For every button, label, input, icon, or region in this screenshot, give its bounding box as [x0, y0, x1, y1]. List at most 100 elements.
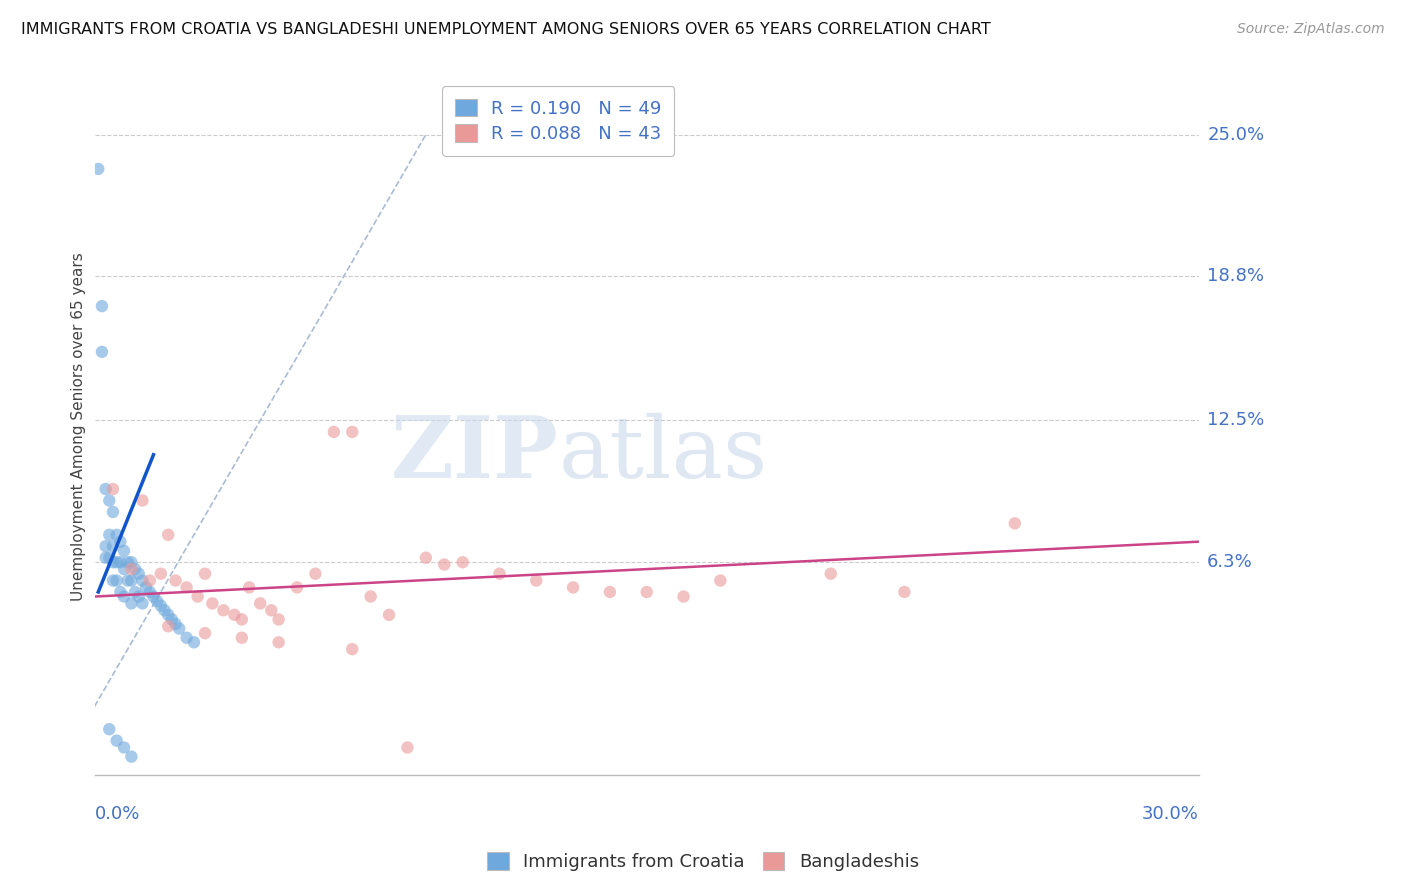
- Point: [128, 590, 150, 604]
- Point: [231, 612, 253, 626]
- Point: [153, 603, 176, 617]
- Point: [98, 493, 121, 508]
- Point: [599, 585, 621, 599]
- Point: [157, 528, 180, 542]
- Text: IMMIGRANTS FROM CROATIA VS BANGLADESHI UNEMPLOYMENT AMONG SENIORS OVER 65 YEARS : IMMIGRANTS FROM CROATIA VS BANGLADESHI U…: [21, 22, 991, 37]
- Point: [267, 635, 290, 649]
- Point: [124, 562, 146, 576]
- Point: [304, 566, 326, 581]
- Text: 25.0%: 25.0%: [1208, 126, 1264, 144]
- Text: ZIP: ZIP: [391, 412, 558, 496]
- Point: [131, 596, 153, 610]
- Point: [322, 425, 344, 439]
- Text: 30.0%: 30.0%: [1142, 805, 1199, 823]
- Point: [101, 482, 124, 496]
- Text: 6.3%: 6.3%: [1208, 553, 1253, 571]
- Point: [98, 550, 121, 565]
- Point: [135, 581, 157, 595]
- Point: [636, 585, 658, 599]
- Point: [187, 590, 209, 604]
- Point: [94, 550, 117, 565]
- Point: [101, 539, 124, 553]
- Text: atlas: atlas: [558, 412, 768, 496]
- Text: 12.5%: 12.5%: [1208, 411, 1264, 429]
- Point: [87, 161, 110, 176]
- Point: [562, 581, 585, 595]
- Point: [167, 622, 190, 636]
- Point: [98, 722, 121, 736]
- Text: 0.0%: 0.0%: [94, 805, 141, 823]
- Point: [120, 596, 142, 610]
- Point: [131, 493, 153, 508]
- Y-axis label: Unemployment Among Seniors over 65 years: Unemployment Among Seniors over 65 years: [72, 252, 86, 600]
- Point: [117, 574, 139, 588]
- Point: [146, 594, 169, 608]
- Point: [139, 574, 162, 588]
- Point: [238, 581, 260, 595]
- Point: [176, 581, 198, 595]
- Point: [396, 740, 419, 755]
- Point: [165, 574, 187, 588]
- Point: [249, 596, 271, 610]
- Point: [709, 574, 731, 588]
- Point: [120, 574, 142, 588]
- Point: [98, 528, 121, 542]
- Point: [157, 619, 180, 633]
- Point: [194, 626, 217, 640]
- Point: [201, 596, 224, 610]
- Point: [1004, 516, 1026, 531]
- Point: [260, 603, 283, 617]
- Point: [128, 566, 150, 581]
- Point: [342, 425, 364, 439]
- Point: [415, 550, 437, 565]
- Point: [120, 555, 142, 569]
- Text: Source: ZipAtlas.com: Source: ZipAtlas.com: [1237, 22, 1385, 37]
- Point: [176, 631, 198, 645]
- Point: [160, 612, 183, 626]
- Point: [524, 574, 547, 588]
- Point: [105, 574, 128, 588]
- Point: [149, 566, 172, 581]
- Point: [342, 642, 364, 657]
- Point: [157, 607, 180, 622]
- Point: [110, 534, 132, 549]
- Point: [112, 590, 135, 604]
- Point: [94, 539, 117, 553]
- Point: [149, 599, 172, 613]
- Point: [165, 617, 187, 632]
- Point: [101, 505, 124, 519]
- Point: [378, 607, 401, 622]
- Legend: Immigrants from Croatia, Bangladeshis: Immigrants from Croatia, Bangladeshis: [479, 846, 927, 879]
- Point: [105, 528, 128, 542]
- Point: [488, 566, 510, 581]
- Point: [224, 607, 246, 622]
- Point: [124, 585, 146, 599]
- Point: [360, 590, 382, 604]
- Point: [110, 585, 132, 599]
- Point: [120, 749, 142, 764]
- Point: [117, 555, 139, 569]
- Point: [91, 344, 114, 359]
- Point: [112, 740, 135, 755]
- Legend: R = 0.190   N = 49, R = 0.088   N = 43: R = 0.190 N = 49, R = 0.088 N = 43: [443, 87, 675, 156]
- Point: [112, 544, 135, 558]
- Point: [672, 590, 695, 604]
- Point: [120, 562, 142, 576]
- Point: [893, 585, 915, 599]
- Point: [267, 612, 290, 626]
- Point: [231, 631, 253, 645]
- Point: [94, 482, 117, 496]
- Point: [142, 590, 165, 604]
- Point: [212, 603, 235, 617]
- Point: [131, 574, 153, 588]
- Point: [820, 566, 842, 581]
- Text: 18.8%: 18.8%: [1208, 268, 1264, 285]
- Point: [105, 733, 128, 747]
- Point: [433, 558, 456, 572]
- Point: [101, 555, 124, 569]
- Point: [183, 635, 205, 649]
- Point: [101, 574, 124, 588]
- Point: [110, 555, 132, 569]
- Point: [91, 299, 114, 313]
- Point: [139, 585, 162, 599]
